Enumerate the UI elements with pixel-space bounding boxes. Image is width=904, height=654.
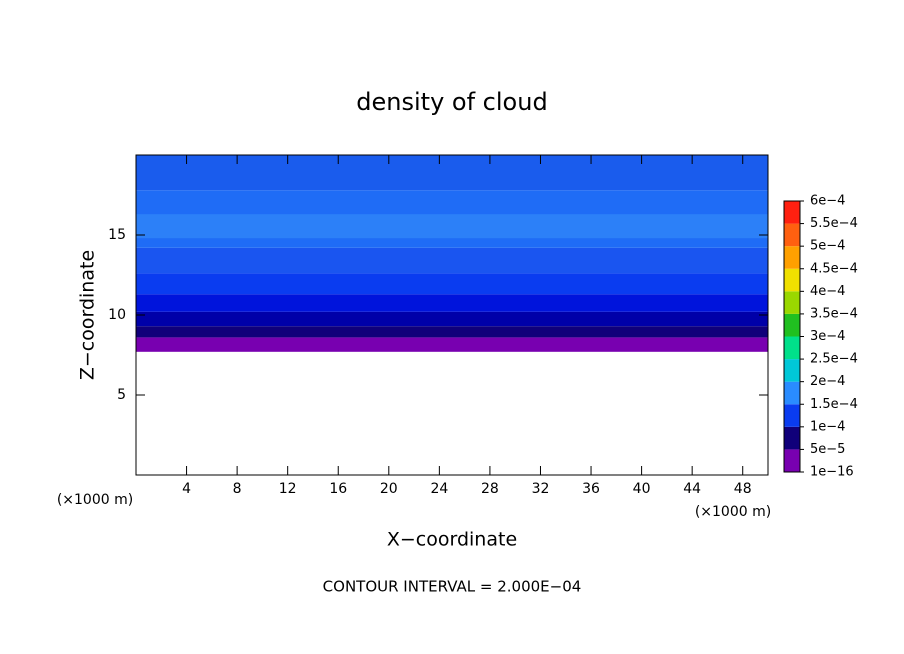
x-tick-label: 12 bbox=[279, 481, 297, 497]
contour-band bbox=[136, 337, 768, 352]
x-tick-label: 24 bbox=[430, 481, 448, 497]
x-axis-label: X−coordinate bbox=[387, 529, 517, 551]
colorbar-tick-label: 3.5e−4 bbox=[810, 306, 858, 321]
contour-band bbox=[136, 247, 768, 274]
contour-band bbox=[136, 294, 768, 312]
x-tick-label: 8 bbox=[233, 481, 242, 497]
colorbar-tick-label: 1e−4 bbox=[810, 419, 845, 434]
colorbar-tick-label: 3e−4 bbox=[810, 329, 845, 344]
x-tick-label: 40 bbox=[633, 481, 651, 497]
x-tick-label: 16 bbox=[329, 481, 347, 497]
colorbar-tick-label: 1.5e−4 bbox=[810, 397, 858, 412]
x-tick-label: 44 bbox=[683, 481, 701, 497]
colorbar-tick-label: 2e−4 bbox=[810, 374, 845, 389]
colorbar-segment bbox=[784, 201, 800, 224]
colorbar-tick-label: 1e−16 bbox=[810, 465, 854, 480]
x-unit-right: (×1000 m) bbox=[695, 504, 771, 520]
colorbar-segment bbox=[784, 313, 800, 337]
colorbar-tick-label: 5.5e−4 bbox=[810, 216, 858, 231]
colorbar-tick-label: 5e−5 bbox=[810, 442, 845, 457]
colorbar-segment bbox=[784, 359, 800, 382]
x-unit-left: (×1000 m) bbox=[57, 492, 133, 508]
colorbar-segment bbox=[784, 223, 800, 247]
x-tick-label: 20 bbox=[380, 481, 398, 497]
y-axis-label: Z−coordinate bbox=[77, 250, 99, 380]
y-tick-label: 5 bbox=[117, 387, 126, 403]
colorbar-tick-label: 2.5e−4 bbox=[810, 352, 858, 367]
contour-band bbox=[136, 311, 768, 327]
colorbar-tick-label: 6e−4 bbox=[810, 194, 845, 209]
colorbar-segment bbox=[784, 246, 800, 269]
colorbar-tick-label: 4.5e−4 bbox=[810, 261, 858, 276]
colorbar-tick-label: 5e−4 bbox=[810, 239, 845, 254]
footer: CONTOUR INTERVAL = 2.000E−04 bbox=[323, 578, 582, 596]
contour-band bbox=[136, 214, 768, 239]
y-tick-label: 10 bbox=[108, 307, 126, 323]
colorbar-segment bbox=[784, 381, 800, 405]
contour-band bbox=[136, 273, 768, 295]
colorbar-tick-label: 4e−4 bbox=[810, 284, 845, 299]
colorbar-segment bbox=[784, 336, 800, 360]
x-tick-label: 4 bbox=[182, 481, 191, 497]
colorbar-segment bbox=[784, 449, 800, 472]
x-tick-label: 32 bbox=[532, 481, 550, 497]
colorbar-segment bbox=[784, 291, 800, 314]
colorbar-segment bbox=[784, 268, 800, 292]
contour-band bbox=[136, 326, 768, 338]
chart-title: density of cloud bbox=[356, 88, 547, 116]
contour-band bbox=[136, 155, 768, 191]
y-tick-label: 15 bbox=[108, 227, 126, 243]
x-tick-label: 28 bbox=[481, 481, 499, 497]
colorbar-segment bbox=[784, 404, 800, 427]
x-tick-label: 36 bbox=[582, 481, 600, 497]
x-tick-label: 48 bbox=[734, 481, 752, 497]
colorbar-segment bbox=[784, 426, 800, 450]
